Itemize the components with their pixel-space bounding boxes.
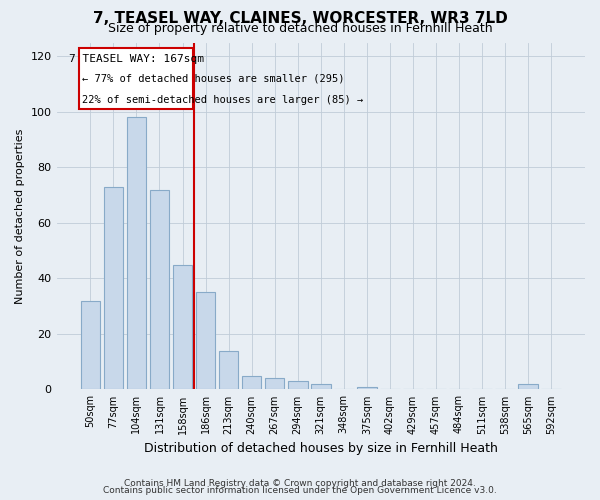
Y-axis label: Number of detached properties: Number of detached properties — [15, 128, 25, 304]
Bar — [173, 264, 193, 390]
Bar — [127, 118, 146, 390]
Bar — [311, 384, 331, 390]
Text: 7, TEASEL WAY, CLAINES, WORCESTER, WR3 7LD: 7, TEASEL WAY, CLAINES, WORCESTER, WR3 7… — [92, 11, 508, 26]
Bar — [149, 190, 169, 390]
Text: Size of property relative to detached houses in Fernhill Heath: Size of property relative to detached ho… — [107, 22, 493, 35]
Bar — [104, 187, 123, 390]
Bar — [196, 292, 215, 390]
Text: 22% of semi-detached houses are larger (85) →: 22% of semi-detached houses are larger (… — [82, 95, 363, 105]
Bar — [242, 376, 262, 390]
Text: Contains HM Land Registry data © Crown copyright and database right 2024.: Contains HM Land Registry data © Crown c… — [124, 478, 476, 488]
Bar — [80, 300, 100, 390]
FancyBboxPatch shape — [79, 48, 193, 109]
X-axis label: Distribution of detached houses by size in Fernhill Heath: Distribution of detached houses by size … — [144, 442, 498, 455]
Bar — [219, 350, 238, 390]
Text: Contains public sector information licensed under the Open Government Licence v3: Contains public sector information licen… — [103, 486, 497, 495]
Bar — [265, 378, 284, 390]
Bar — [357, 386, 377, 390]
Text: 7 TEASEL WAY: 167sqm: 7 TEASEL WAY: 167sqm — [68, 54, 203, 64]
Text: ← 77% of detached houses are smaller (295): ← 77% of detached houses are smaller (29… — [82, 73, 344, 83]
Bar — [518, 384, 538, 390]
Bar — [288, 381, 308, 390]
